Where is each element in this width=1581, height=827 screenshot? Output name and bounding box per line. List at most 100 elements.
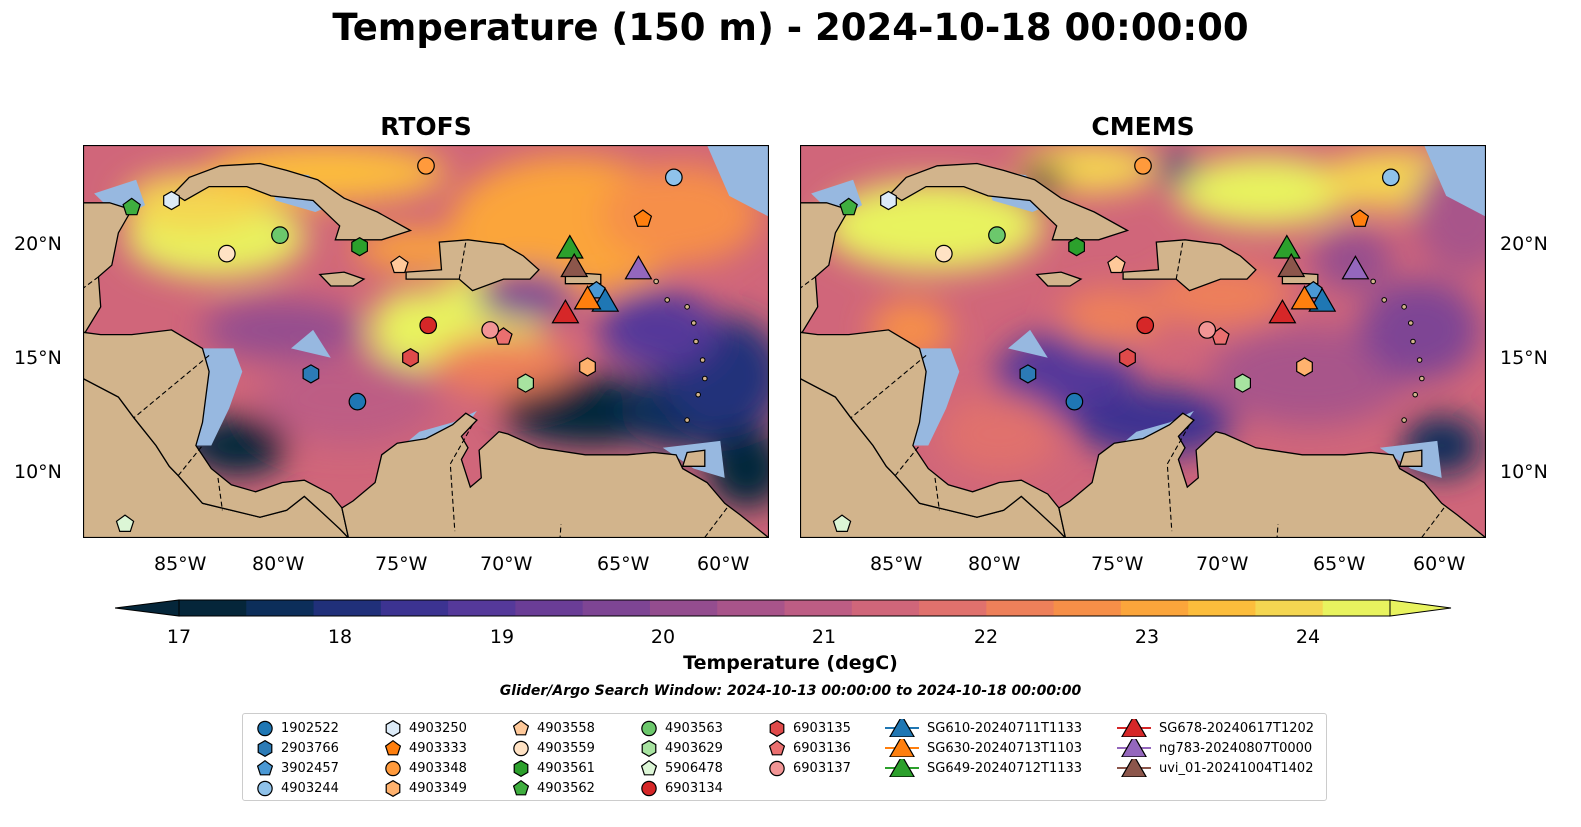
legend-marker[interactable]	[257, 740, 273, 757]
island	[695, 391, 701, 398]
legend-item[interactable]: ng783-20240807T0000	[1117, 738, 1314, 758]
legend-marker[interactable]	[889, 739, 915, 757]
marker-4903348[interactable]	[1134, 156, 1152, 175]
marker-4903561[interactable]	[351, 237, 368, 257]
marker-4903559[interactable]	[934, 244, 953, 263]
marker-4903562[interactable]	[839, 197, 858, 216]
marker-ng783-20240807T0000[interactable]	[1341, 255, 1370, 280]
legend-marker[interactable]	[385, 739, 401, 756]
marker-4903349[interactable]	[1296, 357, 1313, 377]
marker-2903766[interactable]	[302, 364, 320, 384]
legend-item[interactable]: 6903135	[769, 718, 851, 738]
legend-label: SG649-20240712T1133	[927, 760, 1083, 776]
marker-SG649-20240712T1133[interactable]	[555, 234, 584, 259]
legend-marker[interactable]	[769, 720, 785, 737]
legend-item[interactable]: SG649-20240712T1133	[885, 758, 1082, 778]
legend-item[interactable]: 4903349	[385, 778, 467, 798]
marker-2903766[interactable]	[1019, 364, 1037, 384]
legend-marker[interactable]	[641, 720, 657, 737]
marker-4903561[interactable]	[1068, 237, 1085, 257]
legend-item[interactable]: 2903766	[257, 738, 339, 758]
legend-marker[interactable]	[769, 760, 785, 777]
legend-marker[interactable]	[889, 759, 915, 777]
legend-item[interactable]: SG678-20240617T1202	[1117, 718, 1314, 738]
marker-4903244[interactable]	[664, 168, 683, 187]
lon-tick-label: 60°W	[697, 553, 750, 575]
legend-marker[interactable]	[513, 779, 529, 796]
marker-6903137[interactable]	[481, 321, 500, 339]
legend-item[interactable]: 6903137	[769, 758, 851, 778]
legend-item[interactable]: 4903629	[641, 738, 723, 758]
marker-6903135[interactable]	[402, 348, 419, 368]
legend-marker[interactable]	[889, 719, 915, 737]
marker-6903135[interactable]	[1119, 348, 1136, 368]
marker-4903349[interactable]	[579, 357, 596, 377]
legend-item[interactable]: 4903559	[513, 738, 595, 758]
legend-marker[interactable]	[513, 719, 529, 736]
marker-4903348[interactable]	[417, 156, 435, 175]
marker-4903559[interactable]	[217, 244, 236, 263]
marker-4903563[interactable]	[988, 226, 1006, 245]
marker-4903244[interactable]	[1381, 168, 1400, 187]
legend-marker[interactable]	[257, 780, 273, 797]
marker-SG678-20240617T1202[interactable]	[1268, 299, 1297, 324]
marker-4903563[interactable]	[271, 226, 289, 245]
legend-marker[interactable]	[385, 780, 401, 797]
marker-ng783-20240807T0000[interactable]	[624, 255, 653, 280]
marker-1902522[interactable]	[348, 392, 367, 411]
marker-4903558[interactable]	[1107, 255, 1126, 274]
marker-4903250[interactable]	[163, 190, 180, 211]
legend-item[interactable]: 4903561	[513, 758, 595, 778]
marker-4903250[interactable]	[880, 190, 897, 211]
legend-marker[interactable]	[1121, 739, 1147, 757]
legend-marker[interactable]	[641, 740, 657, 757]
legend-item[interactable]: 3902457	[257, 758, 339, 778]
legend-marker[interactable]	[513, 740, 529, 757]
legend-item[interactable]: uvi_01-20241004T1402	[1117, 758, 1314, 778]
legend-marker[interactable]	[1121, 719, 1147, 737]
legend-marker[interactable]	[641, 759, 657, 776]
legend-item[interactable]: 5906478	[641, 758, 723, 778]
marker-1902522[interactable]	[1065, 392, 1084, 411]
marker-4903629[interactable]	[1234, 373, 1251, 393]
marker-SG649-20240712T1133[interactable]	[1272, 234, 1301, 259]
legend-marker[interactable]	[257, 759, 273, 776]
legend-item[interactable]: 4903558	[513, 718, 595, 738]
marker-6903137[interactable]	[1198, 321, 1217, 339]
marker-SG678-20240617T1202[interactable]	[551, 299, 580, 324]
marker-4903333[interactable]	[1350, 209, 1370, 227]
marker-4903629[interactable]	[517, 373, 534, 393]
legend-item[interactable]: 4903563	[641, 718, 723, 738]
legend-item[interactable]: 4903333	[385, 738, 467, 758]
legend-item[interactable]: 4903348	[385, 758, 467, 778]
island	[1401, 417, 1407, 423]
legend-item[interactable]: SG630-20240713T1103	[885, 738, 1082, 758]
marker-4903558[interactable]	[390, 255, 409, 274]
rtofs-map[interactable]	[83, 145, 769, 538]
marker-uvi_01-20241004T1402[interactable]	[560, 252, 589, 278]
marker-5906478[interactable]	[115, 514, 135, 532]
legend-marker[interactable]	[385, 720, 401, 737]
legend-item[interactable]: 4903562	[513, 778, 595, 798]
legend-marker[interactable]	[641, 780, 657, 797]
legend-item[interactable]: 6903134	[641, 778, 723, 798]
marker-SG630-20240713T1103[interactable]	[573, 285, 602, 310]
legend-item[interactable]: 6903136	[769, 738, 851, 758]
marker-SG630-20240713T1103[interactable]	[1290, 285, 1319, 310]
marker-6903134[interactable]	[1136, 316, 1155, 335]
marker-4903333[interactable]	[633, 209, 653, 227]
legend-marker[interactable]	[257, 720, 273, 737]
marker-6903134[interactable]	[419, 316, 438, 335]
cmems-map[interactable]	[800, 145, 1486, 538]
legend-item[interactable]: SG610-20240711T1133	[885, 718, 1082, 738]
legend-marker[interactable]	[1121, 759, 1147, 777]
legend-item[interactable]: 1902522	[257, 718, 339, 738]
marker-uvi_01-20241004T1402[interactable]	[1277, 252, 1306, 278]
marker-4903562[interactable]	[122, 197, 141, 216]
legend-marker[interactable]	[385, 760, 401, 777]
legend-marker[interactable]	[513, 760, 529, 777]
legend-item[interactable]: 4903250	[385, 718, 467, 738]
marker-5906478[interactable]	[832, 514, 852, 532]
legend-item[interactable]: 4903244	[257, 778, 339, 798]
legend-marker[interactable]	[769, 739, 785, 756]
